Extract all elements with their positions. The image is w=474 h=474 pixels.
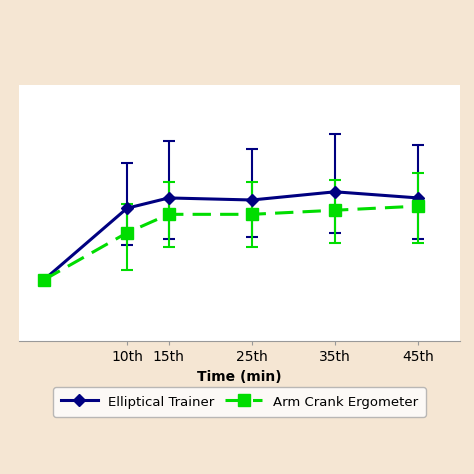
X-axis label: Time (min): Time (min) xyxy=(197,370,282,384)
Legend: Elliptical Trainer, Arm Crank Ergometer: Elliptical Trainer, Arm Crank Ergometer xyxy=(53,387,426,417)
